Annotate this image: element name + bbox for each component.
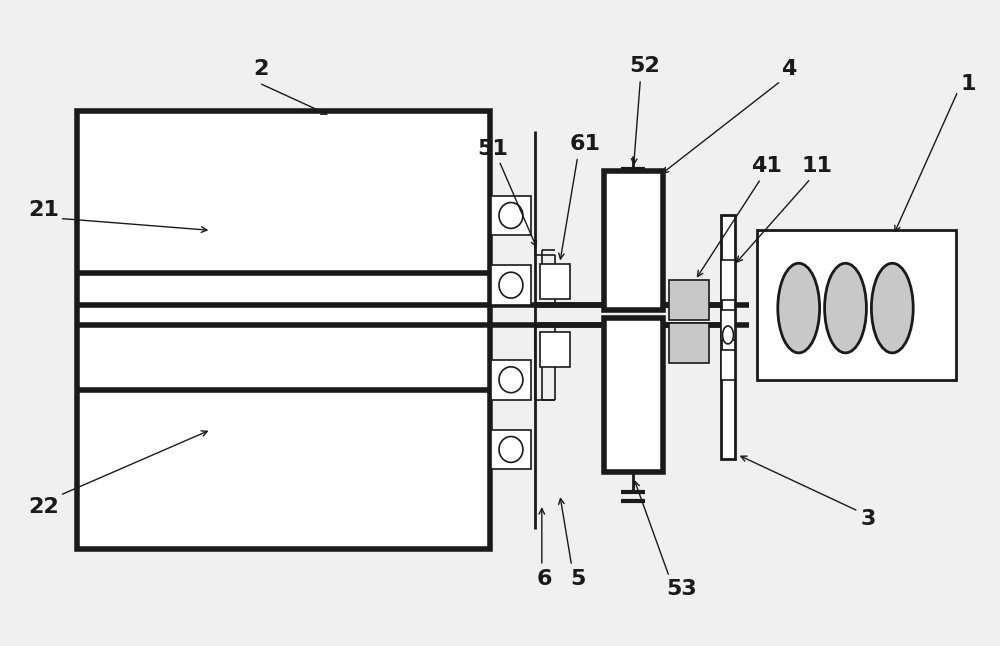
Bar: [540, 332, 570, 367]
Text: 53: 53: [666, 579, 697, 599]
Text: 61: 61: [569, 134, 600, 154]
Text: 6: 6: [537, 569, 553, 589]
Text: 2: 2: [253, 59, 269, 79]
Bar: [604, 318, 663, 472]
Bar: [491, 360, 531, 400]
Bar: [721, 260, 735, 300]
Ellipse shape: [778, 264, 820, 353]
Ellipse shape: [871, 264, 913, 353]
Bar: [757, 231, 956, 380]
Bar: [491, 196, 531, 235]
Text: 5: 5: [570, 569, 585, 589]
Bar: [77, 111, 490, 549]
Text: 51: 51: [478, 139, 508, 159]
Bar: [491, 430, 531, 470]
Text: 22: 22: [29, 497, 59, 517]
Bar: [721, 350, 735, 380]
Bar: [540, 264, 570, 299]
Ellipse shape: [499, 437, 523, 463]
Text: 52: 52: [629, 56, 660, 76]
Text: 3: 3: [861, 509, 876, 529]
Text: 11: 11: [801, 156, 832, 176]
Text: 41: 41: [751, 156, 782, 176]
Text: 4: 4: [781, 59, 796, 79]
Bar: [491, 266, 531, 305]
Ellipse shape: [499, 272, 523, 298]
Bar: [721, 216, 735, 459]
Ellipse shape: [825, 264, 866, 353]
Bar: [721, 310, 735, 340]
Ellipse shape: [499, 367, 523, 393]
Bar: [604, 171, 663, 310]
Text: 21: 21: [29, 200, 59, 220]
Text: 1: 1: [960, 74, 976, 94]
Ellipse shape: [723, 326, 733, 344]
Bar: [669, 280, 709, 320]
Bar: [669, 323, 709, 363]
Ellipse shape: [499, 202, 523, 229]
